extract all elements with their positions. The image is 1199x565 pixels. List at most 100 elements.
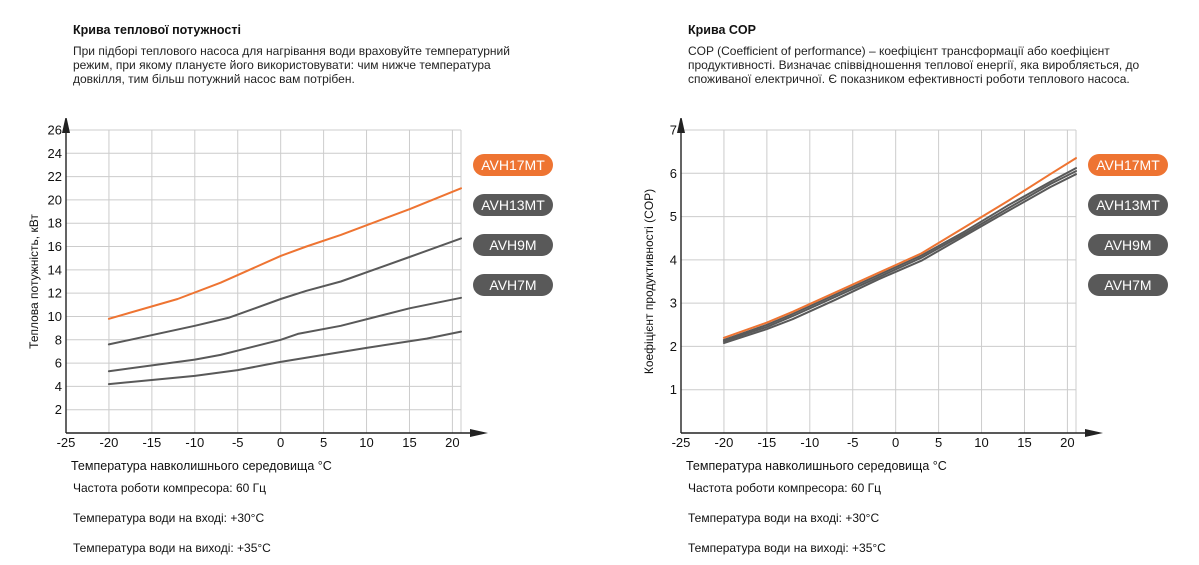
panel-title: Крива COP bbox=[688, 23, 756, 37]
y-tick-label: 6 bbox=[670, 166, 677, 181]
y-axis-label: Коефіцієнт продуктивності (COP) bbox=[642, 189, 656, 374]
y-tick-label: 22 bbox=[48, 169, 62, 184]
y-tick-label: 2 bbox=[670, 339, 677, 354]
series-line-avh9m bbox=[722, 170, 1077, 343]
x-tick-label: 5 bbox=[935, 435, 942, 450]
condition-compressor-frequency: Частота роботи компресора: 60 Гц bbox=[688, 481, 882, 495]
x-tick-label: -15 bbox=[142, 435, 161, 450]
x-tick-label: 5 bbox=[320, 435, 327, 450]
y-tick-label: 16 bbox=[48, 239, 62, 254]
x-tick-label: 0 bbox=[277, 435, 284, 450]
x-tick-labels: -25 -20 -15 -10 -5 0 5 10 15 20 bbox=[57, 435, 460, 450]
heat-capacity-panel: Крива теплової потужності При підборі те… bbox=[0, 0, 560, 565]
legend-item-avh9m: AVH9M bbox=[1088, 234, 1168, 256]
legend-item-avh17mt: AVH17MT bbox=[1088, 154, 1168, 176]
series-line-avh9m bbox=[107, 296, 462, 373]
y-tick-label: 1 bbox=[670, 382, 677, 397]
condition-water-outlet-temp: Температура води на виході: +35°C bbox=[73, 541, 271, 555]
cop-chart: -25 -20 -15 -10 -5 0 5 10 15 20 1 2 3 4 5 6 7 Коефіцієнт … bbox=[642, 118, 1168, 450]
condition-compressor-frequency: Частота роботи компресора: 60 Гц bbox=[73, 481, 267, 495]
x-axis-label: Температура навколишнього середовища °C bbox=[686, 459, 947, 473]
x-tick-label: -20 bbox=[715, 435, 734, 450]
series-lines bbox=[107, 187, 462, 386]
legend-item-avh13mt: AVH13MT bbox=[473, 194, 553, 216]
legend-pill bbox=[473, 154, 553, 176]
legend: AVH17MT AVH13MT AVH9M AVH7M bbox=[473, 154, 553, 296]
legend-item-avh17mt: AVH17MT bbox=[473, 154, 553, 176]
y-tick-label: 10 bbox=[48, 309, 62, 324]
y-tick-label: 12 bbox=[48, 286, 62, 301]
y-tick-label: 5 bbox=[670, 209, 677, 224]
panel-description: COP (Coefficient of performance) – коефі… bbox=[688, 44, 1140, 86]
x-tick-label: -10 bbox=[185, 435, 204, 450]
y-tick-label: 8 bbox=[55, 332, 62, 347]
legend-label: AVH13MT bbox=[1096, 197, 1160, 213]
x-tick-label: -5 bbox=[847, 435, 859, 450]
y-tick-label: 2 bbox=[55, 402, 62, 417]
y-tick-label: 24 bbox=[48, 146, 62, 161]
x-tick-label: 10 bbox=[359, 435, 373, 450]
legend-pill bbox=[1088, 274, 1168, 296]
y-tick-label: 26 bbox=[48, 123, 62, 138]
y-axis-arrow bbox=[62, 118, 70, 133]
x-tick-labels: -25 -20 -15 -10 -5 0 5 10 15 20 bbox=[672, 435, 1075, 450]
x-tick-label: -10 bbox=[800, 435, 819, 450]
legend-item-avh7m: AVH7M bbox=[473, 274, 553, 296]
axes bbox=[62, 118, 488, 437]
grid bbox=[681, 129, 1077, 433]
x-tick-label: -20 bbox=[100, 435, 119, 450]
x-tick-label: 10 bbox=[974, 435, 988, 450]
legend-item-avh9m: AVH9M bbox=[473, 234, 553, 256]
legend-item-avh7m: AVH7M bbox=[1088, 274, 1168, 296]
legend-pill bbox=[473, 194, 553, 216]
series-lines bbox=[722, 157, 1077, 344]
x-tick-label: 15 bbox=[1017, 435, 1031, 450]
x-tick-label: -5 bbox=[232, 435, 244, 450]
y-axis-arrow bbox=[677, 118, 685, 133]
legend: AVH17MT AVH13MT AVH9M AVH7M bbox=[1088, 154, 1168, 296]
condition-water-inlet-temp: Температура води на вході: +30°C bbox=[688, 511, 880, 525]
series-line-avh13mt bbox=[722, 167, 1077, 341]
y-tick-label: 3 bbox=[670, 296, 677, 311]
legend-label: AVH9M bbox=[1104, 237, 1151, 253]
y-tick-label: 6 bbox=[55, 356, 62, 371]
legend-label: AVH7M bbox=[1104, 277, 1151, 293]
panel-description: При підборі теплового насоса для нагріва… bbox=[73, 44, 510, 86]
condition-water-outlet-temp: Температура води на виході: +35°C bbox=[688, 541, 886, 555]
condition-water-inlet-temp: Температура води на вході: +30°C bbox=[73, 511, 265, 525]
legend-pill bbox=[1088, 154, 1168, 176]
legend-label: AVH9M bbox=[489, 237, 536, 253]
legend-label: AVH17MT bbox=[1096, 157, 1160, 173]
x-tick-label: 0 bbox=[892, 435, 899, 450]
axes bbox=[677, 118, 1103, 437]
legend-pill bbox=[1088, 194, 1168, 216]
panel-title: Крива теплової потужності bbox=[73, 23, 241, 37]
legend-pill bbox=[473, 234, 553, 256]
y-tick-label: 20 bbox=[48, 192, 62, 207]
y-tick-label: 4 bbox=[55, 379, 62, 394]
x-tick-label: 20 bbox=[445, 435, 459, 450]
x-tick-label: -25 bbox=[672, 435, 691, 450]
x-tick-label: -15 bbox=[757, 435, 776, 450]
legend-pill bbox=[473, 274, 553, 296]
y-axis-label: Теплова потужність, кВт bbox=[27, 214, 41, 349]
legend-label: AVH17MT bbox=[481, 157, 545, 173]
series-line-avh17mt bbox=[722, 157, 1077, 339]
series-line-avh13mt bbox=[107, 237, 462, 346]
x-tick-label: 15 bbox=[402, 435, 416, 450]
grid bbox=[66, 129, 462, 433]
legend-item-avh13mt: AVH13MT bbox=[1088, 194, 1168, 216]
x-tick-label: 20 bbox=[1060, 435, 1074, 450]
y-tick-label: 7 bbox=[670, 123, 677, 138]
y-tick-labels: 1 2 3 4 5 6 7 bbox=[670, 123, 677, 398]
legend-label: AVH7M bbox=[489, 277, 536, 293]
y-tick-label: 4 bbox=[670, 252, 677, 267]
legend-label: AVH13MT bbox=[481, 197, 545, 213]
x-tick-label: -25 bbox=[57, 435, 76, 450]
y-tick-label: 14 bbox=[48, 262, 62, 277]
cop-panel: Крива COP COP (Coefficient of performanc… bbox=[615, 0, 1175, 565]
x-axis-arrow bbox=[1085, 429, 1103, 437]
series-line-avh17mt bbox=[107, 187, 462, 320]
x-axis-arrow bbox=[470, 429, 488, 437]
